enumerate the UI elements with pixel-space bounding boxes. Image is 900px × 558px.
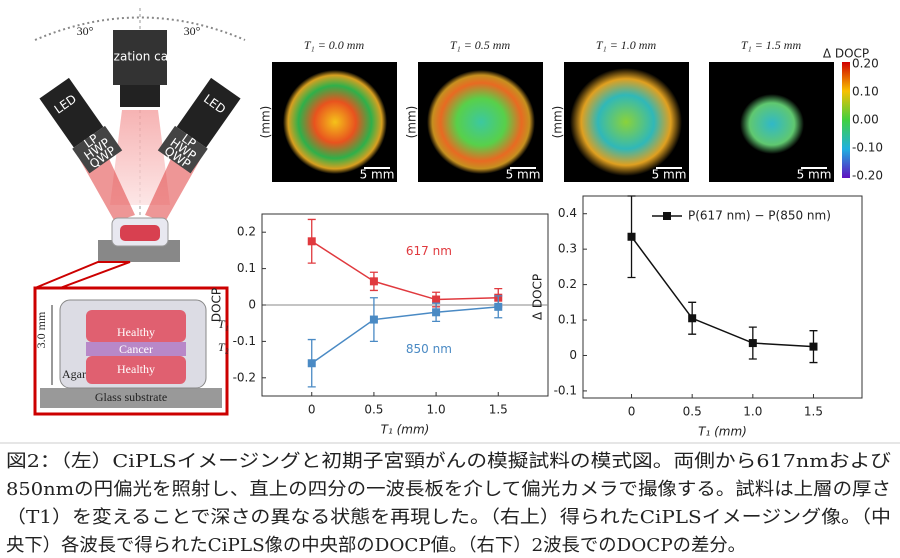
sample: [120, 225, 160, 241]
point: [307, 359, 316, 368]
series-label: 617 nm: [406, 244, 452, 258]
x-tick-label: 0.5: [683, 405, 702, 419]
point: [432, 295, 441, 304]
panel-title: T₁ = 1.5 mm: [741, 38, 802, 52]
layer-label: Healthy: [117, 362, 155, 376]
angle: 30°: [77, 24, 94, 38]
y-tick-label: -0.1: [554, 383, 577, 397]
y-tick-label: -0.2: [233, 370, 256, 384]
point: [369, 315, 378, 324]
image-panels: Δ DOCP: [272, 47, 869, 182]
caption-line: 央下）各波長で得られたCiPLS像の中央部のDOCP値。（右下）2波長でのDOC…: [6, 535, 746, 556]
lp-label: LP: [81, 131, 100, 150]
series-line: [311, 240, 499, 301]
point: [307, 237, 316, 246]
point: [369, 277, 378, 286]
caption-line: 図2：（左）CiPLSイメージングと初期子宮頸がんの模擬試料の模式図。両側から6…: [6, 451, 891, 472]
y-tick-label: -0.1: [233, 334, 256, 348]
setup-diagram: 30° 30° Polarization camera LED LP HWP Q…: [33, 8, 246, 416]
zoom-line: [34, 261, 131, 289]
colorbar-tick: 0.10: [852, 85, 879, 99]
point: [748, 339, 757, 348]
scale-label: 5 mm: [797, 168, 832, 182]
scale-label: 5 mm: [506, 168, 541, 182]
point: [494, 302, 503, 311]
panel-title: T₁ = 0.0 mm: [304, 38, 365, 52]
camera-label: Polarization camera: [81, 50, 200, 64]
lp-label: LP: [179, 131, 198, 150]
point: [688, 314, 697, 323]
x-tick-label: 0: [308, 403, 316, 417]
point: [432, 308, 441, 317]
beam: [110, 110, 170, 205]
y-tick-label: 0: [569, 348, 577, 362]
x-axis-label: T₁ (mm): [698, 425, 747, 439]
panel-title: T₁ = 1.0 mm: [596, 38, 657, 52]
y-tick-label: 0.1: [558, 313, 577, 327]
height-label: 3.0 mm: [34, 311, 48, 348]
series-label: 850 nm: [406, 342, 452, 356]
x-axis-label: T₁ (mm): [381, 423, 430, 437]
x-tick-label: 1.5: [804, 405, 823, 419]
point: [809, 342, 818, 351]
x-tick-label: 1.0: [427, 403, 446, 417]
colorbar-tick: 0.20: [852, 57, 879, 71]
legend-marker: [663, 212, 671, 220]
substrate-label: Glass substrate: [95, 390, 167, 404]
led-right: LED LP HWP QWP: [157, 77, 241, 174]
colorbar-tick: -0.20: [852, 169, 883, 183]
substrate: [40, 388, 222, 408]
layer: [86, 310, 186, 342]
panel-title: T₁ = 0.5 mm: [450, 38, 511, 52]
y-tick-label: 0.2: [237, 225, 256, 239]
scale-label: 5 mm: [360, 168, 395, 182]
colorbar: [842, 62, 850, 178]
legend-label: P(617 nm) − P(850 nm): [688, 209, 831, 223]
colorbar-title: Δ DOCP: [823, 47, 869, 61]
layer-label: Healthy: [117, 325, 155, 339]
y-tick-label: 0.1: [237, 261, 256, 275]
image-content: [283, 70, 387, 174]
colorbar-tick: 0.00: [852, 113, 879, 127]
layer-label: Cancer: [119, 342, 153, 356]
camera: [113, 30, 167, 85]
colorbar-tick: -0.10: [852, 141, 883, 155]
angle: 30°: [184, 24, 201, 38]
series-line: [311, 306, 499, 364]
y-tick-label: 0.3: [558, 242, 577, 256]
y-axis-label: Δ DOCP: [531, 274, 545, 320]
t2-label: T₂: [218, 340, 229, 354]
x-tick-label: 1.0: [743, 405, 762, 419]
point: [627, 232, 636, 241]
y-tick-label: 0.4: [558, 206, 577, 220]
layer: [86, 342, 186, 356]
axis-label: (mm): [405, 106, 419, 139]
y-axis-label: DOCP: [210, 288, 224, 322]
axis-label: (mm): [259, 106, 273, 139]
y-tick-label: 0: [248, 298, 256, 312]
led-left: LED LP HWP QWP: [39, 77, 123, 174]
image-content: [740, 94, 804, 154]
caption-line: （T1）を変えることで深さの異なる状態を再現した。（右上）得られたCiPLSイメ…: [6, 507, 891, 528]
series-line: [630, 236, 814, 348]
x-tick-label: 1.5: [489, 403, 508, 417]
plot-area: [582, 195, 863, 399]
scale-label: 5 mm: [652, 168, 687, 182]
x-tick-label: 0.5: [364, 403, 383, 417]
layer: [86, 356, 186, 384]
caption-line: 850nmの円偏光を照射し、直上の四分の一波長板を介して偏光カメラで撮像する。試…: [6, 479, 891, 500]
t1-label: T₁: [218, 317, 229, 331]
y-tick-label: 0.2: [558, 277, 577, 291]
image-content: [427, 70, 535, 174]
image-content: [570, 68, 682, 176]
axis-label: (mm): [551, 106, 565, 139]
lens: [120, 85, 160, 107]
x-tick-label: 0: [628, 405, 636, 419]
